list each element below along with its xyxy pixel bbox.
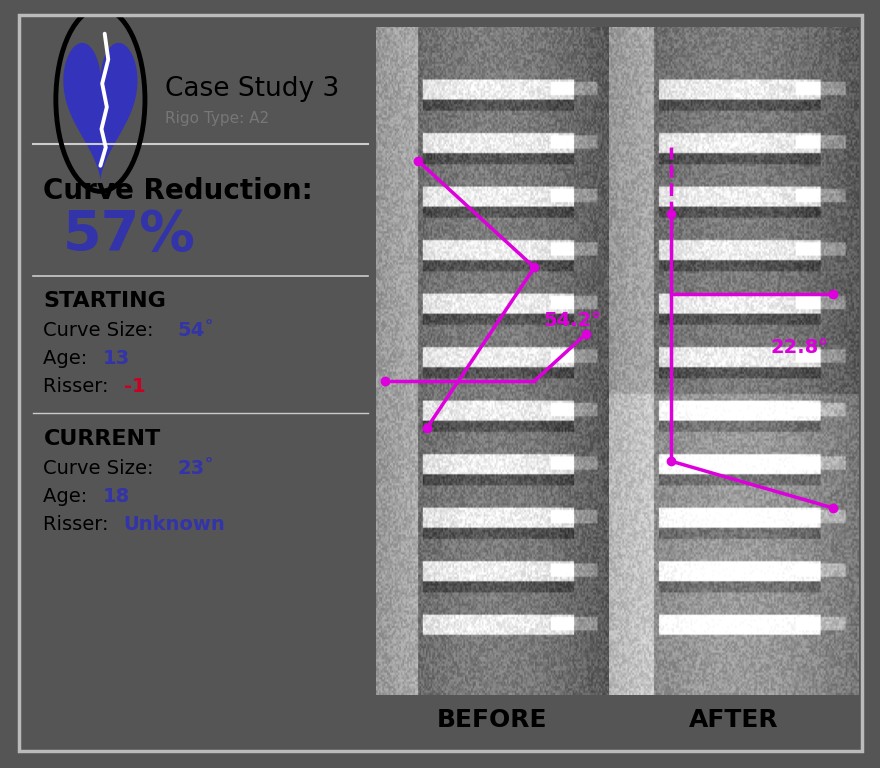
- Text: AFTER: AFTER: [689, 708, 778, 732]
- Text: Age:: Age:: [43, 487, 94, 506]
- Text: 13: 13: [103, 349, 130, 368]
- Text: 23˚: 23˚: [177, 459, 214, 478]
- Text: Rigo Type: A2: Rigo Type: A2: [165, 111, 268, 125]
- Text: 22.8°: 22.8°: [771, 338, 829, 357]
- Text: CURRENT: CURRENT: [43, 429, 161, 449]
- Text: Case Study 3: Case Study 3: [165, 76, 339, 101]
- Text: Curve Size:: Curve Size:: [43, 321, 160, 340]
- Text: Curve Reduction:: Curve Reduction:: [43, 177, 313, 205]
- Text: 54.2°: 54.2°: [544, 311, 602, 330]
- Text: STARTING: STARTING: [43, 291, 166, 311]
- Text: BEFORE: BEFORE: [437, 708, 547, 732]
- PathPatch shape: [63, 43, 137, 180]
- Text: Curve Size:: Curve Size:: [43, 459, 160, 478]
- Text: Age:: Age:: [43, 349, 94, 368]
- Text: 57%: 57%: [62, 208, 195, 263]
- Text: Risser:: Risser:: [43, 377, 115, 396]
- Text: Risser:: Risser:: [43, 515, 115, 534]
- Text: 54˚: 54˚: [177, 321, 214, 340]
- Text: Unknown: Unknown: [123, 515, 225, 534]
- Text: -1: -1: [123, 377, 145, 396]
- Text: 18: 18: [103, 487, 130, 506]
